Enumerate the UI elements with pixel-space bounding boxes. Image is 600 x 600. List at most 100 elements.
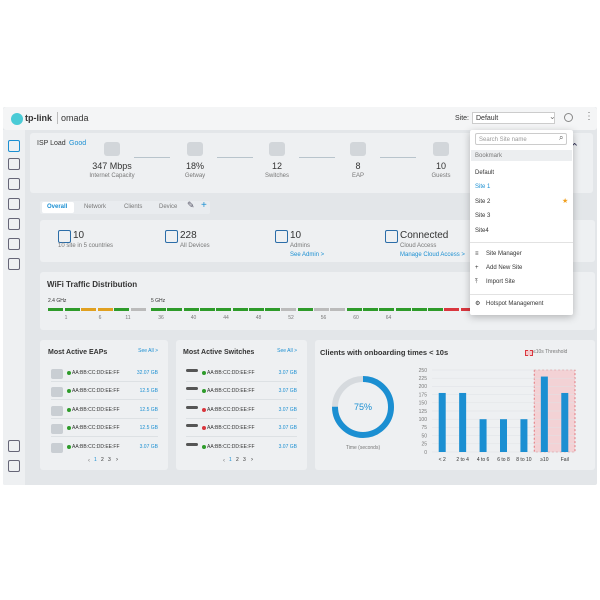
sidebar-icon[interactable] bbox=[8, 218, 20, 230]
device-icon bbox=[186, 443, 198, 446]
legend-swatch bbox=[525, 350, 533, 356]
status-dot bbox=[67, 371, 71, 375]
channel-segment bbox=[130, 308, 146, 311]
device-usage: 3.07 GB bbox=[278, 424, 297, 431]
channel-label: 52 bbox=[288, 315, 294, 321]
device-icon bbox=[186, 369, 198, 372]
tab[interactable]: Overall bbox=[47, 204, 68, 210]
more-icon[interactable]: ⋮ bbox=[584, 111, 594, 122]
channel-label: 60 bbox=[353, 315, 359, 321]
sidebar-icon[interactable] bbox=[8, 178, 20, 190]
device-icon bbox=[51, 424, 63, 434]
page-next[interactable]: › bbox=[251, 457, 253, 463]
band-name: 2.4 GHz bbox=[48, 298, 67, 304]
sidebar-icon[interactable] bbox=[8, 238, 20, 250]
page-next[interactable]: › bbox=[116, 457, 118, 463]
isp-icon bbox=[350, 142, 366, 156]
x-tick-label: 4 to 6 bbox=[477, 457, 490, 463]
search-icon[interactable] bbox=[564, 113, 573, 122]
summary-label: All Devices bbox=[180, 243, 210, 249]
sidebar-icon[interactable] bbox=[8, 440, 20, 452]
page-prev[interactable]: ‹ bbox=[88, 458, 90, 464]
row-divider bbox=[51, 418, 158, 419]
x-tick-label: Fail bbox=[561, 457, 569, 463]
edit-icon[interactable]: ✎ bbox=[187, 200, 195, 210]
site-search[interactable] bbox=[475, 133, 567, 145]
channel-segment bbox=[265, 308, 281, 311]
channel-segment bbox=[346, 308, 362, 311]
sidebar-icon[interactable] bbox=[8, 158, 20, 170]
summary-value: 10 bbox=[290, 230, 302, 241]
row-divider bbox=[186, 381, 297, 382]
status-dot bbox=[67, 445, 71, 449]
bar bbox=[438, 392, 446, 452]
page-number[interactable]: 1 bbox=[94, 457, 97, 463]
search-icon: ⌕ bbox=[559, 133, 564, 142]
list-title: Most Active Switches bbox=[183, 349, 255, 356]
section-label: Bookmark bbox=[475, 153, 503, 159]
channel-segment bbox=[183, 308, 199, 311]
page-number[interactable]: 1 bbox=[229, 457, 232, 463]
tab[interactable]: Network bbox=[84, 204, 107, 210]
add-tab[interactable]: + bbox=[201, 200, 207, 211]
channel-segment bbox=[460, 308, 476, 311]
status-dot bbox=[202, 408, 206, 412]
x-tick-label: 6 to 8 bbox=[497, 457, 510, 463]
y-tick-label: 225 bbox=[419, 376, 428, 382]
donut-arc bbox=[332, 376, 394, 438]
search-placeholder[interactable]: Search Site name bbox=[479, 136, 527, 143]
site-action[interactable]: Add New Site bbox=[486, 265, 523, 271]
summary-link[interactable]: See Admin > bbox=[290, 252, 325, 258]
row-divider bbox=[186, 436, 297, 437]
channel-label: 44 bbox=[223, 315, 229, 321]
channel-segment bbox=[444, 308, 460, 311]
isp-value: 8 bbox=[355, 161, 361, 171]
site-option[interactable]: Default bbox=[475, 170, 495, 176]
y-tick-label: 175 bbox=[419, 392, 428, 398]
device-mac: AA:BB:CC:DD:EE:FF bbox=[207, 406, 255, 413]
tab[interactable]: Device bbox=[159, 204, 178, 210]
see-all-link[interactable]: See All > bbox=[138, 348, 158, 354]
device-mac: AA:BB:CC:DD:EE:FF bbox=[72, 369, 120, 376]
channel-segment bbox=[362, 308, 378, 311]
sidebar-icon[interactable] bbox=[8, 460, 20, 472]
sidebar-icon[interactable] bbox=[8, 140, 20, 152]
isp-item-label: Internet Capacity bbox=[89, 173, 135, 179]
device-usage: 12.5 GB bbox=[139, 406, 158, 413]
site-option[interactable]: Site 2 bbox=[475, 199, 491, 205]
page-number[interactable]: 3 bbox=[243, 457, 246, 463]
tab[interactable]: Clients bbox=[124, 204, 143, 210]
site-option[interactable]: Site 1 bbox=[475, 184, 491, 190]
see-all-link[interactable]: See All > bbox=[277, 348, 297, 354]
divider bbox=[470, 294, 573, 295]
channel-segment bbox=[297, 308, 313, 311]
action-icon: ⚙ bbox=[475, 301, 481, 307]
x-tick-label: < 2 bbox=[439, 457, 446, 463]
sidebar-icon[interactable] bbox=[8, 258, 20, 270]
summary-value: Connected bbox=[400, 230, 449, 241]
summary-link[interactable]: Manage Cloud Access > bbox=[400, 252, 465, 258]
bar bbox=[561, 392, 569, 452]
device-usage: 3.07 GB bbox=[278, 406, 297, 413]
channel-segment bbox=[64, 308, 80, 311]
page-number[interactable]: 2 bbox=[101, 457, 104, 463]
channel-segment bbox=[216, 308, 232, 311]
page-number[interactable]: 2 bbox=[236, 457, 239, 463]
summary-value: 228 bbox=[180, 230, 197, 241]
row-divider bbox=[51, 381, 158, 382]
site-option[interactable]: Site4 bbox=[475, 228, 489, 234]
page-prev[interactable]: ‹ bbox=[223, 458, 225, 464]
isp-value: 10 bbox=[435, 161, 446, 171]
page-number[interactable]: 3 bbox=[108, 457, 111, 463]
site-option[interactable]: Site 3 bbox=[475, 213, 491, 219]
y-tick-label: 25 bbox=[421, 442, 427, 448]
channel-segment bbox=[114, 308, 129, 311]
tab-bar bbox=[40, 201, 210, 214]
sidebar-icon[interactable] bbox=[8, 198, 20, 210]
channel-segment bbox=[379, 308, 395, 311]
site-action[interactable]: Site Manager bbox=[486, 251, 522, 257]
site-select-value[interactable]: Default bbox=[476, 115, 499, 122]
site-action[interactable]: Import Site bbox=[486, 279, 516, 285]
site-select[interactable] bbox=[472, 112, 555, 124]
site-action[interactable]: Hotspot Management bbox=[486, 301, 544, 307]
